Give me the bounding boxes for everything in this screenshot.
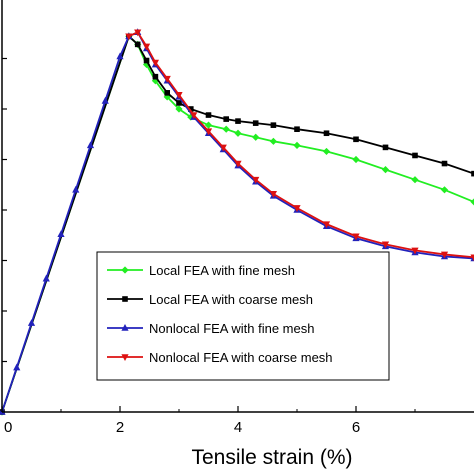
- data-point: [116, 52, 124, 60]
- series-1: [0, 33, 474, 415]
- data-point: [235, 118, 241, 124]
- data-point: [441, 160, 448, 167]
- data-point: [470, 198, 474, 206]
- series-line: [128, 31, 474, 259]
- x-tick-label: 4: [234, 419, 242, 436]
- data-point: [412, 152, 418, 159]
- legend-box: [96, 251, 390, 381]
- x-tick-label: 2: [116, 419, 124, 436]
- legend-swatch-marker: [121, 354, 129, 361]
- data-point: [270, 122, 277, 128]
- data-point: [382, 144, 389, 151]
- data-point: [188, 106, 194, 112]
- data-point: [134, 29, 142, 37]
- data-point: [381, 241, 390, 249]
- data-point: [204, 128, 213, 136]
- data-point: [72, 185, 80, 193]
- data-point: [204, 121, 213, 129]
- data-point: [234, 160, 242, 168]
- data-point: [151, 59, 159, 67]
- data-point: [163, 75, 171, 83]
- data-point: [101, 96, 109, 104]
- data-point: [27, 319, 36, 326]
- x-tick-label: 0: [4, 419, 12, 436]
- data-point: [190, 112, 198, 120]
- data-point: [470, 254, 474, 262]
- data-point: [411, 247, 419, 255]
- data-point: [269, 191, 277, 198]
- data-point: [322, 147, 331, 156]
- series-layer: [0, 28, 474, 416]
- data-point: [125, 33, 133, 41]
- data-point: [294, 126, 300, 132]
- series-3: [125, 29, 474, 262]
- data-point: [352, 155, 360, 164]
- data-point: [143, 57, 150, 64]
- data-point: [134, 41, 141, 48]
- series-line: [1, 34, 474, 413]
- legend-label: Local FEA with fine mesh: [149, 263, 295, 278]
- legend-swatch-marker: [122, 296, 128, 302]
- data-point: [293, 141, 301, 149]
- legend-label: Nonlocal FEA with fine mesh: [149, 321, 314, 336]
- x-tick-label: 6: [352, 419, 360, 436]
- data-point: [352, 233, 360, 241]
- data-point: [13, 363, 21, 371]
- legend: Local FEA with fine mesh Local FEA with c…: [96, 251, 390, 381]
- data-point: [222, 125, 230, 133]
- data-point: [322, 221, 331, 229]
- data-point: [252, 133, 260, 141]
- x-ticks: 0 2 4 6: [1, 57, 416, 436]
- data-point: [175, 92, 183, 99]
- data-point: [142, 43, 151, 51]
- data-point: [205, 112, 212, 118]
- data-point: [293, 205, 301, 212]
- legend-label: Nonlocal FEA with coarse mesh: [149, 350, 333, 365]
- series-line: [1, 31, 474, 413]
- data-point: [176, 100, 182, 106]
- data-point: [86, 141, 95, 149]
- data-point: [234, 129, 242, 137]
- data-point: [219, 144, 227, 152]
- data-point: [164, 90, 170, 96]
- data-point: [269, 137, 277, 145]
- data-point: [252, 176, 260, 184]
- data-point: [411, 176, 419, 184]
- data-point: [152, 73, 159, 80]
- data-point: [252, 120, 259, 126]
- data-point: [223, 116, 229, 122]
- legend-swatch-marker: [121, 324, 129, 331]
- data-point: [42, 274, 50, 282]
- data-point: [57, 230, 65, 238]
- legend-label: Local FEA with coarse mesh: [149, 292, 313, 307]
- data-point: [471, 170, 474, 177]
- data-point: [323, 130, 330, 137]
- data-point: [175, 105, 183, 113]
- legend-swatch-marker: [121, 266, 129, 274]
- data-point: [440, 186, 449, 194]
- data-point: [381, 166, 390, 174]
- x-axis-title: Tensile strain (%): [191, 446, 352, 469]
- data-point: [440, 251, 449, 259]
- data-point: [353, 136, 359, 143]
